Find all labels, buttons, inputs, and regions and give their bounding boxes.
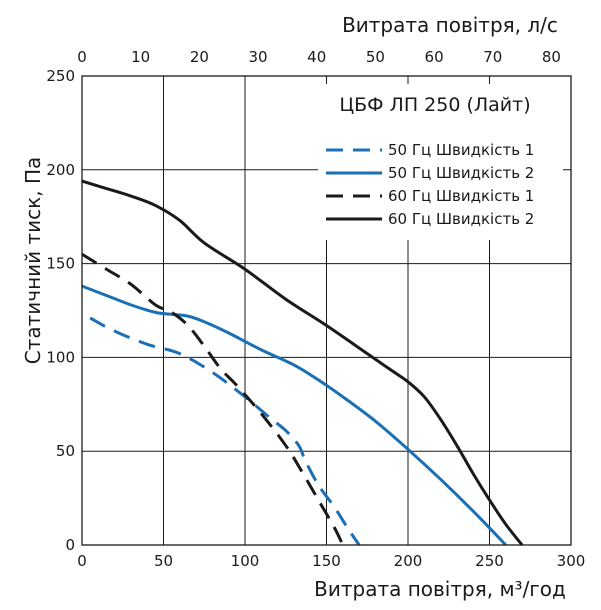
legend-label: 60 Гц Швидкість 1	[388, 187, 534, 205]
x2-tick-label: 30	[248, 48, 267, 66]
legend: ЦБФ ЛП 250 (Лайт) 50 Гц Швидкість 1 50 Гц…	[326, 94, 534, 228]
y-axis-title: Статичний тиск, Па	[21, 157, 45, 365]
series-line	[81, 284, 507, 547]
y-tick-label: 150	[46, 255, 75, 273]
x-tick-label: 150	[312, 552, 341, 570]
x-tick-label: 300	[557, 552, 586, 570]
series-line	[81, 252, 345, 546]
y-tick-label: 200	[46, 161, 75, 179]
x2-tick-label: 70	[483, 48, 502, 66]
x2-tick-label: 10	[131, 48, 150, 66]
legend-label: 50 Гц Швидкість 1	[388, 141, 534, 159]
y-tick-label: 0	[65, 536, 75, 554]
x-axis-title: Витрата повітря, м³/год	[314, 577, 566, 601]
x-tick-label: 0	[77, 552, 87, 570]
x-tick-label: 100	[231, 552, 260, 570]
x2-tick-label: 50	[366, 48, 385, 66]
y-tick-label: 250	[46, 67, 75, 85]
x2-tick-label: 80	[542, 48, 561, 66]
series-lines	[81, 179, 524, 547]
legend-label: 60 Гц Швидкість 2	[388, 210, 534, 228]
x2-tick-label: 40	[307, 48, 326, 66]
tick-labels: 0 50 100 150 200 250 300 0 10 20 30 40 50 60 70 80 0 50 10…	[46, 48, 585, 570]
x2-tick-label: 0	[77, 48, 87, 66]
y-tick-label: 50	[56, 442, 75, 460]
x-tick-label: 250	[475, 552, 504, 570]
legend-label: 50 Гц Швидкість 2	[388, 164, 534, 182]
x2-tick-label: 20	[190, 48, 209, 66]
x2-tick-label: 60	[425, 48, 444, 66]
x-tick-label: 200	[394, 552, 423, 570]
legend-background	[318, 84, 563, 240]
x-tick-label: 50	[154, 552, 173, 570]
series-line	[81, 179, 524, 546]
chart-title: ЦБФ ЛП 250 (Лайт)	[339, 94, 530, 116]
series-line	[89, 316, 361, 546]
plot-frame	[81, 75, 572, 546]
y-tick-label: 100	[46, 348, 75, 366]
x2-axis-title: Витрата повітря, л/с	[342, 13, 558, 37]
